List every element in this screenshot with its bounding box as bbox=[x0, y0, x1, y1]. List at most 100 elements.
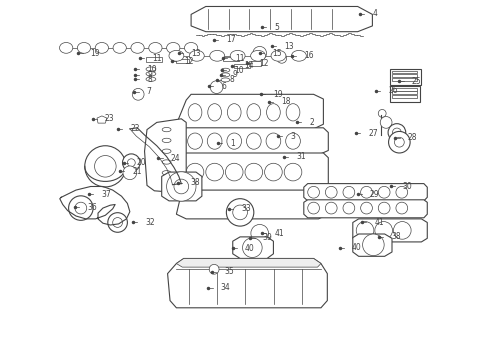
Text: 28: 28 bbox=[408, 133, 417, 142]
Ellipse shape bbox=[146, 72, 156, 76]
Text: 22: 22 bbox=[130, 125, 140, 134]
Ellipse shape bbox=[247, 104, 261, 121]
Polygon shape bbox=[145, 119, 186, 193]
Polygon shape bbox=[233, 237, 273, 258]
Circle shape bbox=[308, 202, 319, 214]
Polygon shape bbox=[176, 258, 321, 267]
Text: 26: 26 bbox=[388, 86, 398, 95]
Bar bbox=[392, 78, 417, 81]
Circle shape bbox=[85, 146, 126, 187]
Text: 13: 13 bbox=[284, 42, 294, 51]
Text: 25: 25 bbox=[412, 77, 421, 86]
Ellipse shape bbox=[59, 42, 73, 53]
Text: 40: 40 bbox=[245, 244, 255, 253]
Bar bbox=[249, 61, 261, 66]
Ellipse shape bbox=[167, 42, 180, 53]
Ellipse shape bbox=[207, 133, 222, 149]
Ellipse shape bbox=[162, 138, 171, 143]
Polygon shape bbox=[162, 172, 202, 201]
Text: 17: 17 bbox=[226, 35, 236, 44]
Ellipse shape bbox=[246, 133, 261, 149]
Text: 19: 19 bbox=[273, 90, 283, 99]
Circle shape bbox=[375, 222, 392, 239]
Text: 11: 11 bbox=[152, 54, 161, 63]
Circle shape bbox=[95, 156, 116, 177]
Circle shape bbox=[206, 163, 223, 181]
Ellipse shape bbox=[230, 50, 245, 61]
Text: 24: 24 bbox=[171, 154, 180, 163]
Text: 6: 6 bbox=[221, 82, 226, 91]
Ellipse shape bbox=[184, 42, 198, 53]
Circle shape bbox=[209, 264, 219, 274]
Ellipse shape bbox=[286, 133, 300, 149]
Bar bbox=[223, 57, 239, 61]
Circle shape bbox=[225, 163, 243, 181]
Text: 11: 11 bbox=[235, 54, 245, 63]
Text: 3: 3 bbox=[290, 132, 295, 141]
Ellipse shape bbox=[131, 42, 144, 53]
Circle shape bbox=[123, 166, 137, 180]
Ellipse shape bbox=[162, 127, 171, 132]
Circle shape bbox=[343, 202, 355, 214]
Polygon shape bbox=[176, 128, 328, 155]
Circle shape bbox=[396, 186, 408, 198]
Circle shape bbox=[75, 202, 87, 214]
Text: 29: 29 bbox=[370, 190, 380, 199]
Circle shape bbox=[393, 222, 411, 239]
Text: 34: 34 bbox=[220, 284, 230, 292]
Text: 40: 40 bbox=[352, 243, 362, 252]
Text: 7: 7 bbox=[147, 87, 151, 96]
Text: 10: 10 bbox=[147, 65, 157, 74]
Ellipse shape bbox=[221, 68, 230, 72]
Bar bbox=[392, 74, 417, 77]
Circle shape bbox=[378, 202, 390, 214]
Ellipse shape bbox=[292, 50, 306, 61]
Bar bbox=[392, 91, 417, 94]
Bar bbox=[390, 69, 421, 85]
Text: 41: 41 bbox=[374, 218, 384, 227]
Polygon shape bbox=[176, 94, 323, 129]
Circle shape bbox=[113, 217, 122, 228]
Circle shape bbox=[396, 202, 408, 214]
Text: 13: 13 bbox=[191, 49, 201, 58]
Ellipse shape bbox=[227, 104, 241, 121]
Circle shape bbox=[392, 128, 401, 137]
Ellipse shape bbox=[169, 50, 184, 61]
Ellipse shape bbox=[146, 77, 156, 81]
Ellipse shape bbox=[188, 133, 202, 149]
Circle shape bbox=[132, 89, 144, 100]
Text: 16: 16 bbox=[304, 51, 314, 60]
Text: 9: 9 bbox=[147, 70, 152, 79]
Ellipse shape bbox=[267, 104, 280, 121]
Ellipse shape bbox=[286, 104, 300, 121]
Bar bbox=[390, 86, 420, 102]
Text: 32: 32 bbox=[145, 218, 155, 227]
Circle shape bbox=[361, 186, 372, 198]
Circle shape bbox=[277, 53, 287, 63]
Text: 19: 19 bbox=[91, 49, 100, 58]
Ellipse shape bbox=[162, 149, 171, 153]
Circle shape bbox=[308, 186, 319, 198]
Ellipse shape bbox=[210, 50, 225, 61]
Text: 4: 4 bbox=[372, 9, 377, 18]
Text: 35: 35 bbox=[224, 267, 234, 276]
Polygon shape bbox=[176, 153, 328, 191]
Text: 38: 38 bbox=[190, 179, 200, 188]
Polygon shape bbox=[97, 116, 107, 123]
Ellipse shape bbox=[162, 160, 171, 164]
Circle shape bbox=[361, 202, 372, 214]
Circle shape bbox=[389, 131, 410, 153]
Circle shape bbox=[378, 186, 390, 198]
Circle shape bbox=[127, 159, 135, 167]
Bar bbox=[176, 59, 189, 63]
Circle shape bbox=[243, 238, 262, 257]
Circle shape bbox=[356, 222, 374, 239]
Polygon shape bbox=[304, 200, 427, 218]
Bar bbox=[392, 71, 417, 73]
Circle shape bbox=[245, 163, 263, 181]
Text: 41: 41 bbox=[274, 229, 284, 238]
Circle shape bbox=[380, 117, 392, 128]
Text: 39: 39 bbox=[263, 233, 272, 242]
Polygon shape bbox=[191, 6, 372, 32]
Ellipse shape bbox=[189, 50, 204, 61]
